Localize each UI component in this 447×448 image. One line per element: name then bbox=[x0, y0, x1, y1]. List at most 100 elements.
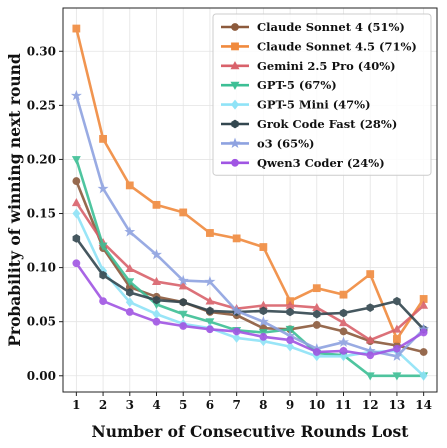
data-point bbox=[206, 306, 214, 316]
data-point bbox=[338, 336, 349, 347]
legend-item: Grok Code Fast (28%) bbox=[221, 117, 397, 131]
legend-box bbox=[212, 13, 432, 176]
x-tick-label: 9 bbox=[286, 398, 294, 412]
data-point bbox=[366, 351, 375, 360]
x-tick-label: 14 bbox=[415, 398, 432, 412]
data-point bbox=[419, 328, 428, 337]
legend-marker bbox=[231, 119, 239, 129]
data-point bbox=[232, 332, 241, 343]
legend-item: o3 (65%) bbox=[221, 136, 315, 150]
x-axis-title: Number of Consecutive Rounds Lost bbox=[92, 422, 410, 441]
data-point bbox=[179, 208, 188, 217]
legend-label: Gemini 2.5 Pro (40%) bbox=[257, 59, 396, 73]
plot-frame bbox=[62, 7, 438, 393]
data-point bbox=[338, 317, 349, 327]
data-point bbox=[419, 370, 428, 381]
legend: Claude Sonnet 4 (51%) Claude Sonnet 4.5 (… bbox=[212, 13, 432, 176]
data-point bbox=[71, 156, 81, 165]
series-line bbox=[75, 212, 425, 377]
data-point bbox=[312, 348, 321, 356]
legend-item: GPT-5 Mini (47%) bbox=[221, 98, 371, 112]
legend-marker bbox=[231, 158, 239, 167]
data-point bbox=[313, 309, 321, 319]
data-point bbox=[151, 276, 162, 286]
legend-item: Qwen3 Coder (24%) bbox=[221, 156, 385, 170]
data-point bbox=[72, 208, 81, 219]
data-point bbox=[71, 197, 81, 207]
data-point bbox=[152, 295, 161, 305]
data-point bbox=[179, 297, 187, 307]
data-point bbox=[205, 318, 215, 327]
legend-label: Grok Code Fast (28%) bbox=[257, 117, 397, 131]
data-point bbox=[393, 296, 401, 306]
legend-marker bbox=[230, 81, 240, 90]
y-tick-label: 0.05 bbox=[27, 315, 56, 329]
data-point bbox=[72, 24, 81, 33]
data-point bbox=[365, 335, 375, 344]
x-tick-label: 8 bbox=[259, 398, 267, 412]
data-point bbox=[97, 182, 109, 194]
data-point bbox=[419, 348, 428, 356]
data-point bbox=[178, 281, 188, 290]
series-7 bbox=[70, 89, 430, 361]
x-tick-label: 13 bbox=[389, 398, 406, 412]
legend-label: GPT-5 (67%) bbox=[257, 78, 337, 92]
legend-item: GPT-5 (67%) bbox=[221, 78, 337, 92]
data-point bbox=[286, 341, 295, 352]
data-point bbox=[286, 336, 294, 344]
x-tick-label: 3 bbox=[126, 398, 134, 412]
data-point bbox=[125, 278, 135, 287]
legend-marker bbox=[231, 42, 239, 51]
data-point bbox=[99, 270, 107, 280]
data-point bbox=[259, 243, 268, 251]
y-tick-label: 0.10 bbox=[27, 261, 56, 275]
data-point bbox=[339, 308, 348, 318]
data-point bbox=[339, 327, 348, 336]
data-point bbox=[178, 310, 188, 319]
series-8 bbox=[72, 259, 428, 360]
data-point bbox=[72, 234, 81, 243]
data-point bbox=[177, 274, 189, 286]
data-point bbox=[257, 315, 269, 327]
series-4 bbox=[71, 156, 429, 381]
y-tick-label: 0.30 bbox=[27, 44, 56, 58]
series-line bbox=[75, 159, 424, 378]
series-line bbox=[75, 237, 425, 331]
data-point bbox=[70, 89, 82, 101]
data-point bbox=[125, 308, 134, 316]
data-point bbox=[125, 181, 134, 190]
data-point bbox=[393, 344, 401, 353]
x-tick-label: 12 bbox=[362, 398, 379, 412]
legend-item: Claude Sonnet 4 (51%) bbox=[221, 20, 405, 34]
series-line bbox=[75, 262, 425, 357]
data-point bbox=[231, 305, 243, 316]
data-point bbox=[366, 270, 375, 278]
data-point bbox=[393, 335, 401, 343]
data-point bbox=[205, 296, 215, 305]
x-tick-label: 2 bbox=[99, 398, 107, 412]
legend-label: Qwen3 Coder (24%) bbox=[257, 156, 385, 170]
data-point bbox=[312, 284, 321, 293]
data-point bbox=[152, 317, 161, 326]
y-tick-label: 0.25 bbox=[27, 98, 56, 112]
legend-marker bbox=[231, 23, 239, 31]
legend-label: Claude Sonnet 4.5 (71%) bbox=[257, 39, 417, 53]
data-point bbox=[99, 297, 107, 306]
y-tick-label: 0.15 bbox=[27, 207, 56, 221]
data-point bbox=[124, 226, 136, 237]
data-point bbox=[179, 322, 188, 330]
data-point bbox=[232, 234, 241, 243]
data-point bbox=[339, 346, 348, 355]
legend-item: Claude Sonnet 4.5 (71%) bbox=[221, 39, 417, 53]
legend-marker bbox=[230, 61, 240, 70]
legend-item: Gemini 2.5 Pro (40%) bbox=[221, 59, 396, 73]
data-point bbox=[206, 229, 214, 237]
legend-label: GPT-5 Mini (47%) bbox=[257, 98, 371, 112]
y-axis-title: Probability of winning next round bbox=[5, 53, 24, 347]
data-point bbox=[72, 259, 81, 268]
data-point bbox=[259, 332, 268, 341]
data-point bbox=[366, 303, 374, 312]
data-point bbox=[125, 297, 134, 308]
data-point bbox=[126, 288, 134, 297]
